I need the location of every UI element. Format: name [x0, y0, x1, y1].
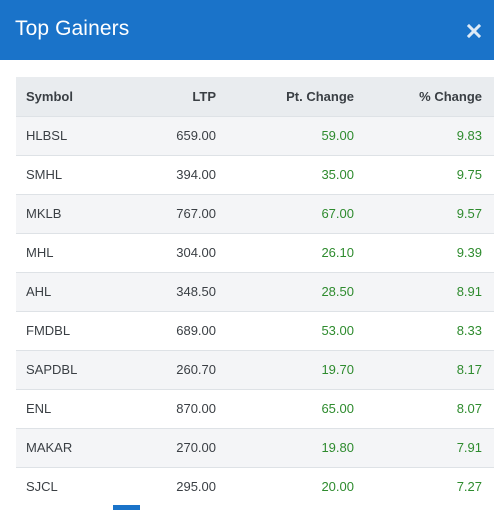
cell-ltp: 348.50 [176, 284, 216, 299]
modal-title: Top Gainers [15, 17, 130, 40]
cell-pt-change: 59.00 [321, 128, 354, 143]
cell-pct-change: 8.07 [456, 401, 482, 416]
table-row[interactable]: AHL 348.50 28.50 8.91 [16, 272, 494, 311]
cell-symbol: MKLB [26, 206, 62, 221]
cell-ltp: 394.00 [176, 167, 216, 182]
gainers-table-container: Symbol LTP Pt. Change % Change HLBSL 659.… [16, 77, 494, 506]
table-row[interactable]: MKLB 767.00 67.00 9.57 [16, 194, 494, 233]
cell-symbol: SMHL [26, 167, 63, 182]
table-header-row: Symbol LTP Pt. Change % Change [16, 77, 494, 116]
cell-pct-change: 8.33 [456, 323, 482, 338]
table-row[interactable]: HLBSL 659.00 59.00 9.83 [16, 116, 494, 155]
cell-pct-change: 8.91 [456, 284, 482, 299]
cell-symbol: HLBSL [26, 128, 68, 143]
table-row[interactable]: ENL 870.00 65.00 8.07 [16, 389, 494, 428]
cell-symbol: SJCL [26, 479, 58, 495]
cell-ltp: 270.00 [176, 440, 216, 455]
cell-symbol: MHL [26, 245, 54, 260]
column-header-pct-change[interactable]: % Change [419, 88, 482, 104]
cell-pct-change: 7.91 [456, 440, 482, 455]
close-button[interactable] [454, 1, 494, 61]
cell-pt-change: 19.80 [321, 440, 354, 455]
cell-pct-change: 7.27 [456, 479, 482, 495]
table-row[interactable]: SMHL 394.00 35.00 9.75 [16, 155, 494, 194]
cell-pt-change: 20.00 [321, 479, 354, 495]
cell-symbol: SAPDBL [26, 362, 78, 377]
cell-ltp: 304.00 [176, 245, 216, 260]
table-row[interactable]: MHL 304.00 26.10 9.39 [16, 233, 494, 272]
scroll-indicator[interactable] [113, 505, 140, 510]
cell-pt-change: 19.70 [321, 362, 354, 377]
table-row[interactable]: SAPDBL 260.70 19.70 8.17 [16, 350, 494, 389]
table-row[interactable]: SJCL 295.00 20.00 7.27 [16, 467, 494, 506]
cell-ltp: 689.00 [176, 323, 216, 338]
cell-symbol: AHL [26, 284, 52, 299]
cell-pct-change: 9.83 [456, 128, 482, 143]
gainers-table: Symbol LTP Pt. Change % Change HLBSL 659.… [16, 77, 494, 506]
cell-pt-change: 26.10 [321, 245, 354, 260]
cell-pt-change: 65.00 [321, 401, 354, 416]
column-header-pt-change[interactable]: Pt. Change [286, 88, 354, 104]
table-row[interactable]: MAKAR 270.00 19.80 7.91 [16, 428, 494, 467]
cell-pt-change: 53.00 [321, 323, 354, 338]
modal-header: Top Gainers [0, 0, 494, 60]
cell-pt-change: 35.00 [321, 167, 354, 182]
cell-ltp: 767.00 [176, 206, 216, 221]
cell-pt-change: 67.00 [321, 206, 354, 221]
cell-pct-change: 9.75 [456, 167, 482, 182]
cell-ltp: 870.00 [176, 401, 216, 416]
cell-pct-change: 9.39 [456, 245, 482, 260]
cell-symbol: MAKAR [26, 440, 73, 455]
cell-pt-change: 28.50 [321, 284, 354, 299]
cell-ltp: 659.00 [176, 128, 216, 143]
cell-ltp: 260.70 [176, 362, 216, 377]
cell-pct-change: 9.57 [456, 206, 482, 221]
cell-ltp: 295.00 [176, 479, 216, 495]
column-header-ltp[interactable]: LTP [192, 88, 216, 104]
cell-symbol: ENL [26, 401, 52, 416]
table-row[interactable]: FMDBL 689.00 53.00 8.33 [16, 311, 494, 350]
column-header-symbol[interactable]: Symbol [26, 88, 73, 104]
cell-pct-change: 8.17 [456, 362, 482, 377]
cell-symbol: FMDBL [26, 323, 71, 338]
close-icon [467, 24, 481, 38]
